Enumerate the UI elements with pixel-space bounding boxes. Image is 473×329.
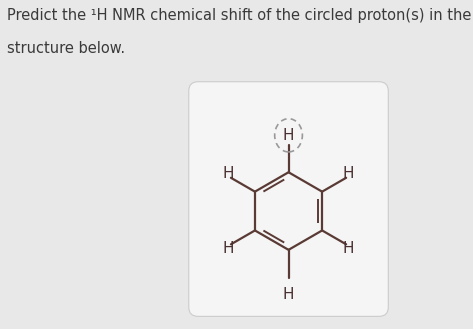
- Text: H: H: [283, 128, 294, 143]
- Text: H: H: [342, 166, 354, 181]
- Text: Predict the ¹H NMR chemical shift of the circled proton(s) in the: Predict the ¹H NMR chemical shift of the…: [7, 8, 472, 23]
- Text: H: H: [283, 287, 294, 302]
- Text: H: H: [223, 241, 235, 256]
- Text: H: H: [223, 166, 235, 181]
- FancyBboxPatch shape: [189, 82, 388, 316]
- Text: H: H: [342, 241, 354, 256]
- Text: structure below.: structure below.: [7, 41, 125, 56]
